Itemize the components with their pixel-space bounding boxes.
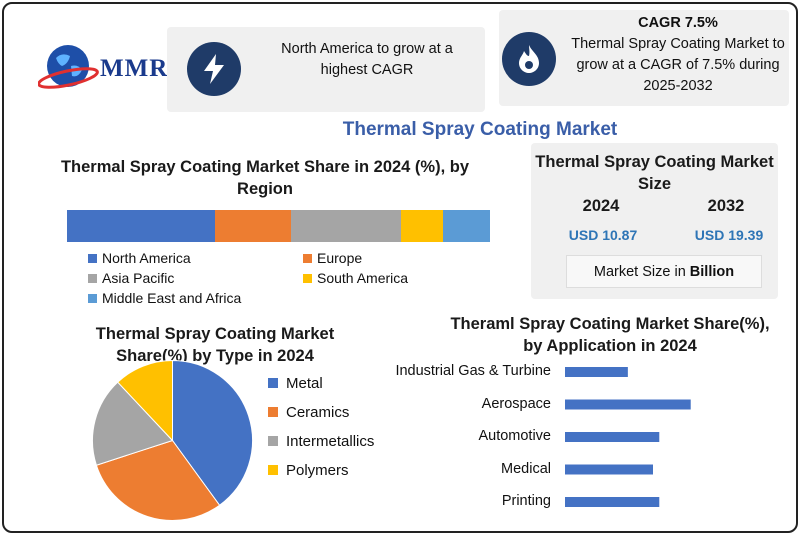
legend-label: Asia Pacific <box>102 270 175 286</box>
type-legend-item: Intermetallics <box>268 431 374 451</box>
main-title: Thermal Spray Coating Market <box>342 119 618 140</box>
market-size-note: Market Size in Billion <box>566 255 762 288</box>
callout-left: North America to grow at a highest CAGR <box>167 27 485 112</box>
type-chart-title: Thermal Spray Coating Market Share(%) by… <box>95 325 335 365</box>
market-size-note-unit: Billion <box>689 263 735 280</box>
application-label-aerospace: Aerospace <box>481 395 551 412</box>
market-size-title: Thermal Spray Coating Market Size <box>535 153 774 193</box>
region-legend-item: Europe <box>303 249 362 267</box>
legend-label: Metal <box>286 374 323 392</box>
legend-label: Intermetallics <box>286 432 375 450</box>
application-category-labels: Industrial Gas & Turbine Aerospace Automot… <box>360 355 551 515</box>
region-segment-europe <box>215 210 292 242</box>
type-legend-item: Ceramics <box>268 402 349 422</box>
legend-label: Middle East and Africa <box>102 290 242 306</box>
market-size-note-prefix: Market Size in <box>593 263 690 280</box>
type-legend-item: Polymers <box>268 460 349 480</box>
globe-icon <box>38 45 99 89</box>
pie-slice-polymers <box>117 359 173 442</box>
region-stacked-bar <box>67 210 490 242</box>
application-bar-industrial-gas-turbine <box>565 367 628 377</box>
legend-swatch <box>303 253 312 263</box>
region-segment-north-america <box>67 210 216 242</box>
application-label-medical: Medical <box>501 460 551 477</box>
value-2024: USD 10.87 <box>568 227 638 243</box>
value-2032: USD 19.39 <box>694 227 764 243</box>
legend-label: Polymers <box>286 461 349 479</box>
year-2024: 2024 <box>582 197 620 215</box>
application-bar-aerospace <box>565 399 691 410</box>
region-segment-asia-pacific <box>291 210 402 242</box>
legend-swatch <box>268 407 278 417</box>
type-legend-item: Metal <box>268 373 323 393</box>
application-bar-chart <box>564 355 691 520</box>
application-bar-automotive <box>565 432 660 442</box>
application-bar-printing <box>565 497 660 507</box>
pie-slice-ceramics <box>95 439 221 521</box>
region-legend-item: Middle East and Africa <box>88 289 241 307</box>
legend-swatch <box>268 465 278 475</box>
logo-text: MMR <box>100 55 169 82</box>
callout-right: CAGR 7.5% Thermal Spray Coating Market t… <box>499 10 789 106</box>
market-size-box: Thermal Spray Coating Market Size 2024 2… <box>531 143 778 299</box>
region-legend-item: South America <box>303 269 408 287</box>
type-pie-chart <box>92 359 253 521</box>
application-label-automotive: Automotive <box>478 428 551 444</box>
application-label-printing: Printing <box>501 493 551 509</box>
mmr-logo: MMR <box>38 36 168 96</box>
flame-icon <box>502 32 556 86</box>
application-bar-medical <box>565 464 653 475</box>
region-segment-middle-east-and-africa <box>443 210 490 242</box>
cagr-heading: CAGR 7.5% <box>638 15 718 31</box>
pie-slice-intermetallics <box>92 381 174 466</box>
lightning-icon <box>187 42 241 96</box>
legend-label: Ceramics <box>286 403 350 421</box>
application-label-industrial-gas-turbine: Industrial Gas & Turbine <box>395 363 551 379</box>
legend-label: North America <box>102 250 191 266</box>
region-legend-item: Asia Pacific <box>88 269 174 287</box>
legend-swatch <box>268 436 278 446</box>
pie-slice-metal <box>172 359 253 506</box>
legend-swatch <box>88 253 97 263</box>
year-2032: 2032 <box>707 197 745 215</box>
legend-label: South America <box>317 270 409 286</box>
region-segment-south-america <box>401 210 444 242</box>
legend-label: Europe <box>317 250 363 266</box>
region-chart-title: Thermal Spray Coating Market Share in 20… <box>60 158 470 198</box>
legend-swatch <box>88 273 97 283</box>
legend-swatch <box>268 378 278 388</box>
legend-swatch <box>88 293 97 303</box>
application-chart-title: Theraml Spray Coating Market Share(%), b… <box>450 315 770 355</box>
region-legend-item: North America <box>88 249 191 267</box>
callout-left-text: North America to grow at a highest CAGR <box>281 41 453 78</box>
cagr-text: Thermal Spray Coating Market to grow at … <box>571 36 785 94</box>
legend-swatch <box>303 273 312 283</box>
